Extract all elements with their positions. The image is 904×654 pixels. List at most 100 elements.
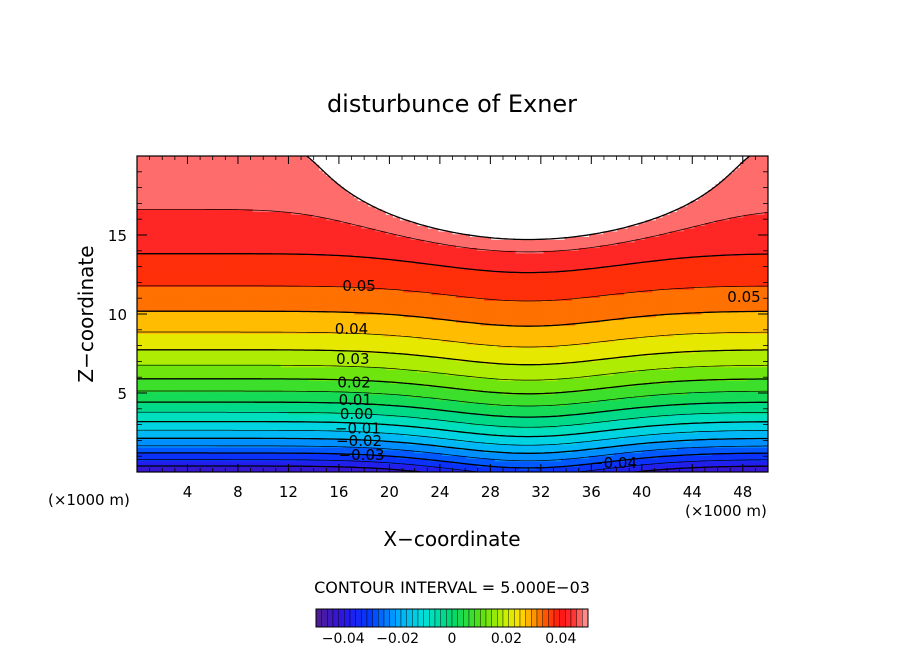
contour-band-cell [165,374,170,379]
contour-band-cell [221,186,226,190]
contour-band-cell [151,308,156,312]
contour-band-cell [259,228,264,232]
contour-band-cell [165,247,170,251]
contour-band-cell [161,275,166,279]
contour-band-cell [203,411,208,415]
contour-band-cell [284,261,289,265]
contour-band-cell [235,424,240,429]
contour-band-cell [256,402,261,407]
contour-band-cell [140,397,145,401]
contour-band-cell [179,366,184,371]
contour-band-cell [207,452,212,456]
contour-band-cell [217,366,222,371]
contour-band-cell [144,222,149,226]
contour-band-cell [263,347,268,351]
contour-band-cell [245,361,250,365]
contour-band-cell [245,214,250,218]
contour-band-cell [140,424,145,429]
contour-band-cell [193,228,198,232]
contour-band-cell [200,347,205,351]
contour-band-cell [273,228,278,232]
contour-band-cell [147,314,152,318]
contour-band-cell [175,250,180,254]
contour-band-cell [228,449,233,454]
contour-band-cell [193,205,198,210]
contour-band-cell [165,216,170,221]
contour-band-cell [242,350,247,354]
contour-band-cell [228,194,233,199]
contour-band-cell [280,241,285,246]
contour-band-cell [238,275,243,279]
contour-band-cell [179,438,184,443]
contour-band-cell [280,216,285,221]
contour-band-cell [284,350,289,354]
contour-band-cell [137,200,142,204]
contour-band-cell [200,391,205,395]
contour-band-cell [245,327,250,332]
contour-band-cell [193,294,198,298]
contour-band-cell [151,269,156,274]
contour-band-cell [245,289,250,293]
contour-band-cell [165,230,170,235]
contour-band-cell [193,233,198,237]
contour-band-cell [224,325,229,329]
contour-band-cell [277,452,282,456]
contour-band-cell [238,291,243,296]
contour-band-cell [207,386,212,390]
contour-band-cell [231,460,236,465]
contour-band-cell [214,180,219,185]
contour-band-cell [168,247,173,251]
contour-band-cell [242,358,247,362]
contour-band-cell [252,325,257,329]
contour-band-cell [256,216,261,221]
contour-band-cell [228,167,233,171]
contour-band-cell [277,374,282,379]
contour-band-cell [193,197,198,201]
contour-band-cell [277,433,282,437]
contour-band-cell [280,280,285,285]
contour-band-cell [189,374,194,379]
contour-band-cell [172,241,177,246]
contour-band-cell [179,194,184,199]
contour-band-cell [161,386,166,390]
contour-band-cell [256,405,261,409]
contour-band-cell [151,383,156,387]
contour-band-cell [140,247,145,251]
contour-band-cell [140,438,145,443]
contour-band-cell [252,319,257,323]
contour-band-cell [200,289,205,293]
contour-band-cell [270,333,275,337]
contour-band-cell [165,305,170,310]
contour-band-cell [210,322,215,326]
contour-band-cell [210,302,215,307]
contour-band-cell [273,239,278,243]
contour-band-cell [147,266,152,271]
contour-band-cell [270,164,275,168]
contour-band-cell [161,269,166,274]
contour-band-cell [151,341,156,346]
contour-band-cell [231,264,236,268]
contour-band-cell [280,361,285,365]
contour-band-cell [231,388,236,393]
contour-band-cell [280,325,285,329]
contour-band-cell [235,283,240,287]
contour-band-cell [186,216,191,221]
contour-band-cell [252,449,257,454]
contour-band-cell [193,372,198,376]
contour-band-cell [235,222,240,226]
contour-band-cell [221,169,226,174]
contour-band-cell [277,422,282,426]
contour-band-cell [280,438,285,443]
contour-band-cell [186,366,191,371]
contour-band-cell [196,277,201,282]
contour-band-cell [256,333,261,337]
contour-band-cell [140,441,145,445]
contour-band-cell [245,352,250,357]
contour-band-cell [242,314,247,318]
contour-band-cell [214,386,219,390]
contour-band-cell [256,180,261,185]
contour-band-cell [172,194,177,199]
contour-band-cell [144,272,149,276]
contour-band-cell [273,200,278,204]
contour-band-cell [168,172,173,176]
